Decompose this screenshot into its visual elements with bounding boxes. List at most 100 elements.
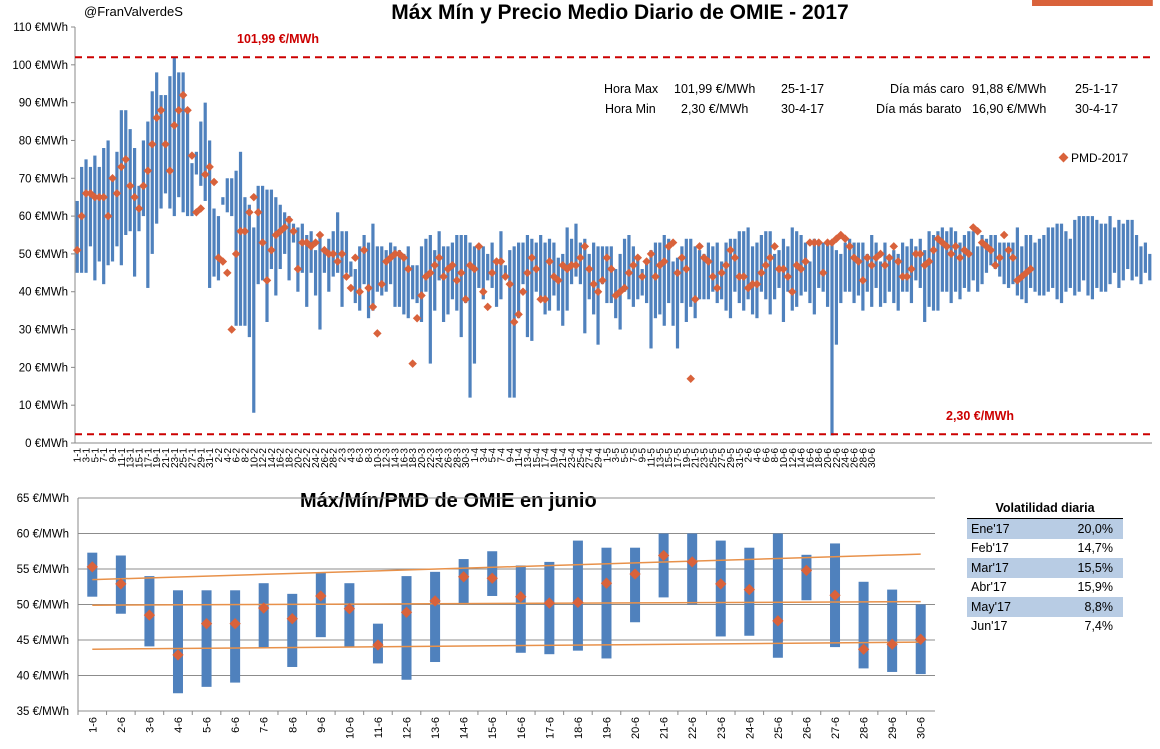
range-bar	[349, 261, 353, 277]
range-bar	[759, 235, 763, 292]
x-tick-label: 13-1	[126, 448, 137, 468]
pmd-marker	[704, 257, 713, 266]
pmd-marker	[364, 283, 373, 293]
y-tick-label: 0 €MWh	[25, 438, 68, 450]
range-bar	[490, 242, 494, 288]
x-tick-label: 2-6	[116, 717, 128, 733]
x-tick-label: 3-1	[82, 448, 93, 463]
range-bar	[1104, 223, 1108, 292]
range-bar	[971, 231, 975, 281]
range-bar	[821, 242, 825, 292]
x-tick-label: 18-3	[408, 448, 419, 468]
pmd-marker	[170, 121, 179, 130]
x-tick-label: 9-5	[638, 448, 649, 463]
range-bar	[1148, 253, 1152, 281]
range-bar	[605, 246, 609, 304]
pmd-marker	[165, 166, 175, 175]
pmd-marker	[567, 261, 576, 270]
stat-hora-max-label: Hora Max	[604, 82, 659, 96]
x-tick-label: 13-4	[523, 448, 534, 468]
pmd-marker	[1137, 0, 1144, 6]
pmd-marker	[487, 268, 497, 278]
range-bar	[1121, 223, 1125, 281]
pmd-marker	[342, 272, 351, 281]
pmd-marker	[818, 268, 828, 278]
x-tick-label: 14-2	[267, 448, 278, 468]
range-bar	[234, 170, 238, 326]
range-bar	[962, 235, 967, 288]
x-tick-label: 25-4	[576, 448, 587, 468]
y-tick-label: 10 €MWh	[19, 400, 68, 412]
range-bar	[199, 121, 203, 186]
range-bar	[773, 253, 777, 300]
range-bar	[419, 246, 424, 322]
pmd-marker	[223, 268, 232, 278]
range-bar	[159, 95, 163, 209]
volatility-value: 14,7%	[1077, 541, 1113, 556]
x-tick-label: 21-5	[691, 448, 702, 468]
pmd-marker	[735, 272, 744, 281]
y-tick-label: 55 €/MWh	[17, 564, 69, 576]
pmd-marker	[518, 287, 528, 296]
min-ref-label: 2,30 €/MWh	[946, 409, 1014, 423]
pmd-marker	[183, 105, 192, 115]
range-bar	[728, 238, 733, 319]
range-bar	[858, 581, 869, 669]
x-tick-label: 12-2	[258, 448, 269, 468]
june-chart: 35 €/MWh 40 €/MWh 45 €/MWh 50 €/MWh 55 €/MWh…	[17, 493, 935, 739]
pmd-marker	[532, 264, 541, 274]
range-bar	[578, 242, 582, 285]
x-tick-label: 8-3	[364, 448, 375, 463]
max-ref-label: 101,99 €/MWh	[237, 32, 319, 46]
y-tick-label: 20 €MWh	[19, 362, 68, 374]
range-bar	[622, 238, 627, 292]
pmd-marker	[1093, 0, 1100, 6]
stat-dia-caro-value: 91,88 €/MWh	[972, 82, 1046, 96]
range-bar	[433, 250, 437, 311]
volatility-month: Ene'17	[967, 518, 1044, 539]
range-bar	[258, 583, 269, 648]
range-bar	[697, 250, 702, 300]
range-bar	[455, 235, 459, 311]
pmd-marker	[315, 230, 325, 240]
pmd-marker	[333, 257, 342, 266]
range-bar	[1064, 231, 1068, 292]
pmd-marker	[452, 276, 462, 285]
x-tick-label: 19-1	[152, 448, 163, 468]
range-bar	[658, 242, 662, 315]
x-tick-label: 1-5	[602, 448, 613, 463]
x-tick-label: 10-2	[249, 448, 260, 468]
pmd-marker	[1120, 0, 1127, 6]
main-chart: 0 €MWh 10 €MWh 20 €MWh 30 €MWh 40 €MWh 50 €MW…	[12, 0, 1153, 468]
pmd-marker	[328, 249, 338, 259]
range-bar	[287, 593, 298, 667]
x-tick-label: 27-6	[830, 717, 842, 739]
range-bar	[1095, 219, 1099, 288]
range-bar	[446, 246, 450, 315]
range-bar	[521, 242, 525, 285]
range-bar	[561, 253, 565, 326]
pmd-marker	[81, 189, 91, 198]
range-bar	[353, 269, 357, 304]
pmd-marker	[187, 151, 197, 160]
range-bar	[940, 227, 944, 292]
x-tick-label: 29-5	[726, 448, 737, 468]
range-bar	[1006, 242, 1011, 288]
pmd-marker	[1111, 0, 1118, 6]
pmd-marker	[95, 192, 104, 202]
pmd-marker	[112, 189, 122, 198]
x-tick-label: 27-5	[717, 448, 728, 468]
range-bar	[141, 140, 146, 217]
x-tick-label: 2-3	[338, 448, 349, 463]
pmd-marker	[103, 211, 113, 221]
pmd-marker	[108, 174, 117, 183]
range-bar	[278, 204, 282, 270]
x-tick-label: 16-2	[276, 448, 287, 468]
range-bar	[936, 231, 940, 311]
range-bar	[305, 235, 309, 307]
range-bar	[530, 238, 534, 341]
x-tick-label: 13-5	[655, 448, 666, 468]
range-bar	[1042, 235, 1046, 296]
volatility-row: Abr'17 15,9%	[967, 578, 1123, 598]
trendline	[92, 600, 921, 606]
